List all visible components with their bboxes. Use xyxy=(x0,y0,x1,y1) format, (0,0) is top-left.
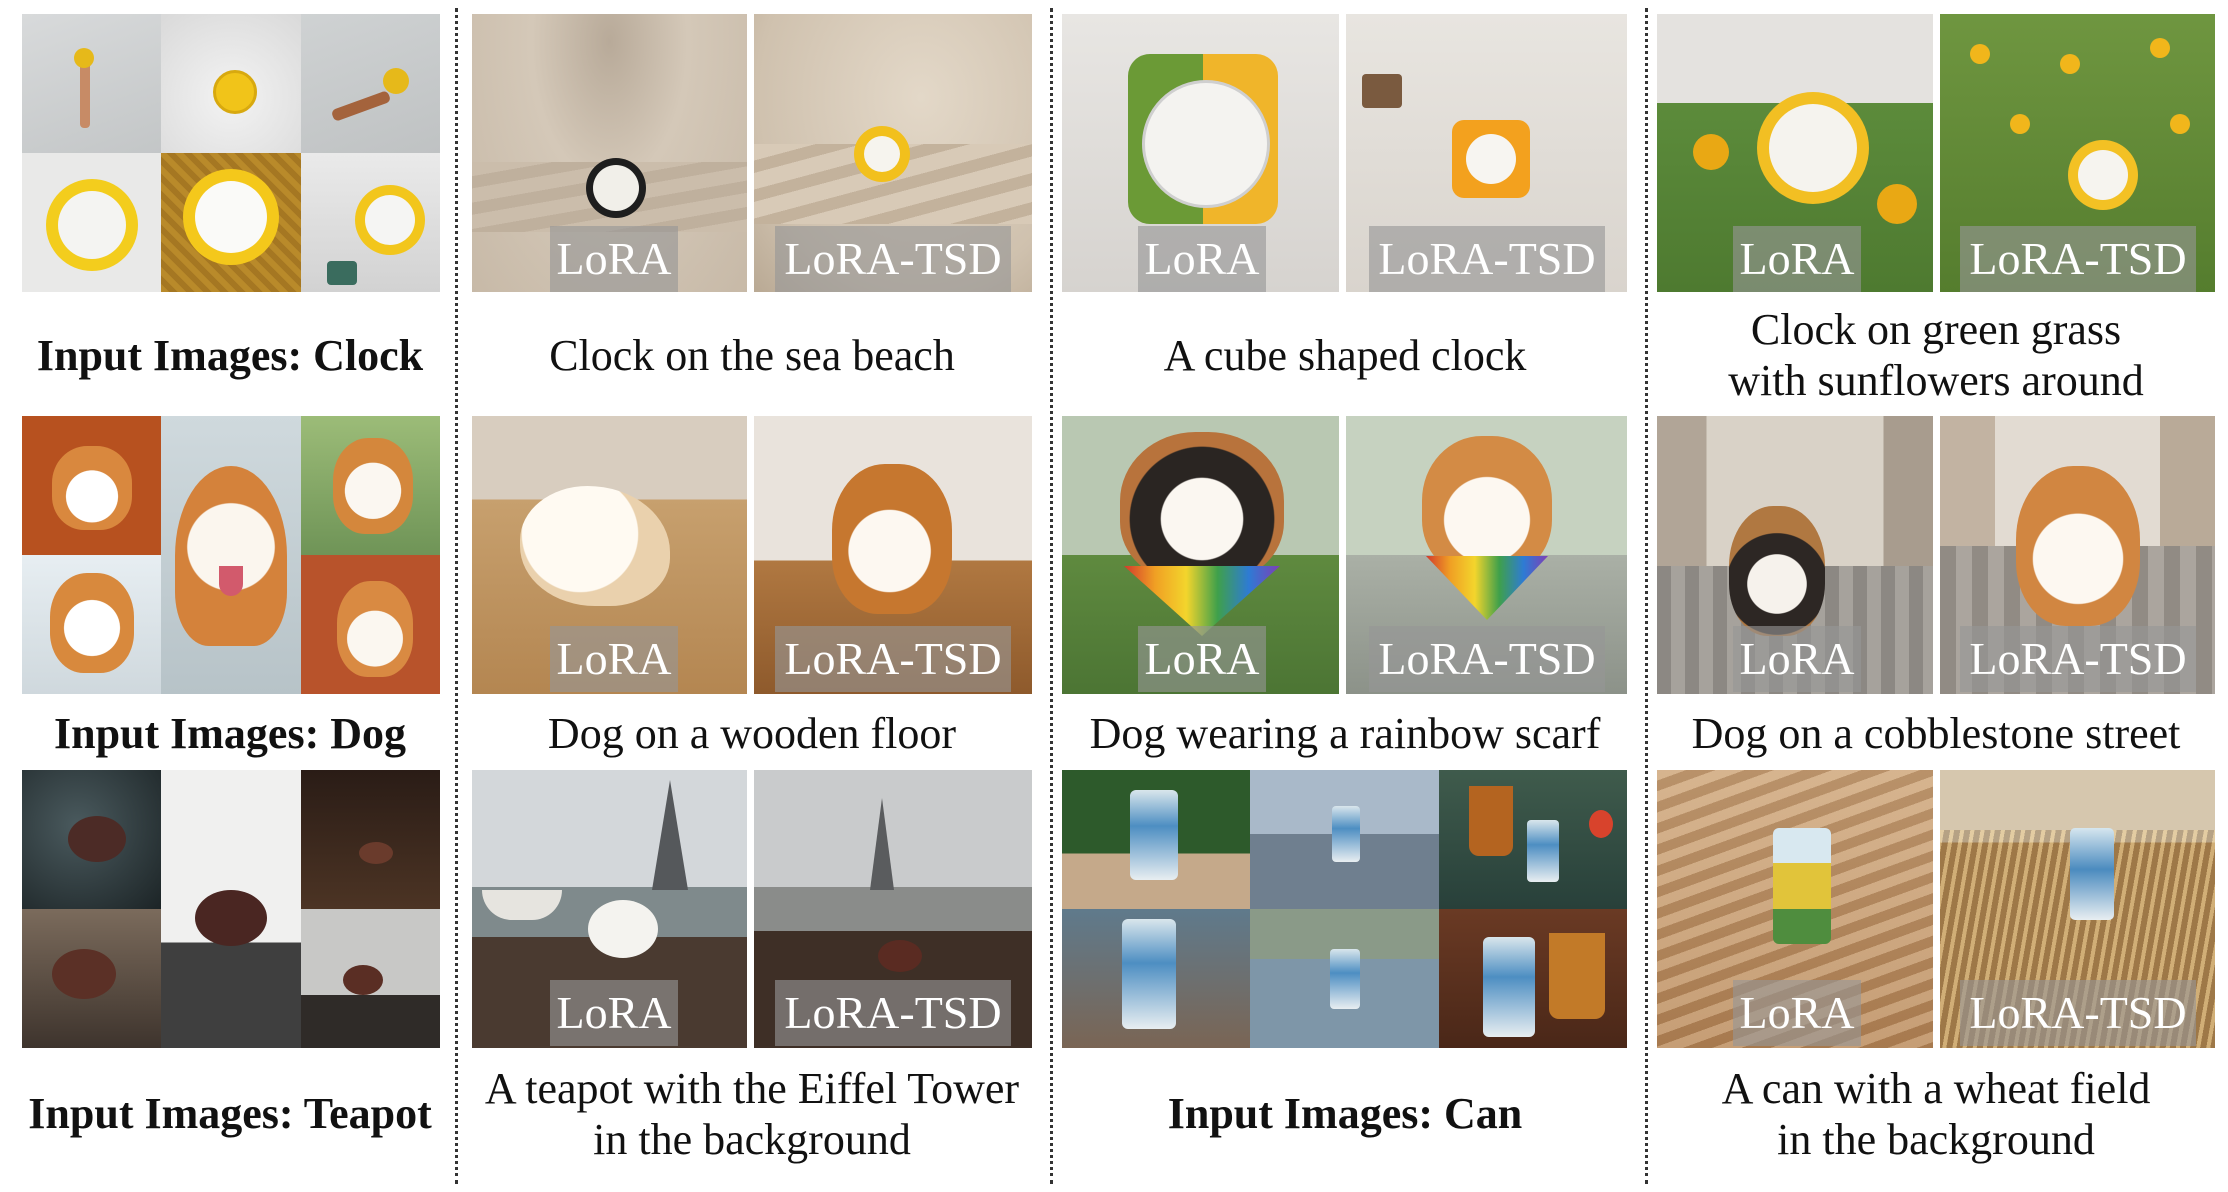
lora-badge: LoRA xyxy=(1733,226,1861,292)
lora-badge: LoRA xyxy=(1733,626,1861,692)
input-dog-2 xyxy=(161,416,301,694)
input-images-can-label: Input Images: Can xyxy=(1167,1089,1523,1138)
lora-badge: LoRA xyxy=(1733,980,1861,1046)
prompt-clock-grass: Clock on green grass with sunflowers aro… xyxy=(1728,305,2144,405)
input-images-teapot-label: Input Images: Teapot xyxy=(28,1089,432,1138)
input-can-1 xyxy=(1062,770,1250,909)
lora-dog-floor: LoRA xyxy=(472,416,747,694)
input-dog-1 xyxy=(22,416,161,555)
lora-tsd-can-wheat: LoRA-TSD xyxy=(1940,770,2215,1048)
column-separator-1 xyxy=(455,8,458,1184)
prompt-can-wheat: A can with a wheat field in the backgrou… xyxy=(1721,1064,2151,1164)
input-clock-6 xyxy=(301,153,440,292)
input-images-dog-label: Input Images: Dog xyxy=(53,709,407,758)
column-separator-2 xyxy=(1050,8,1053,1184)
input-images-dog-grid xyxy=(22,416,440,694)
lora-badge: LoRA xyxy=(1138,226,1266,292)
prompt-dog-floor: Dog on a wooden floor xyxy=(547,709,957,758)
lora-can-wheat: LoRA xyxy=(1657,770,1933,1048)
lora-tsd-badge: LoRA-TSD xyxy=(775,626,1011,692)
lora-tsd-badge: LoRA-TSD xyxy=(1960,226,2196,292)
input-teapot-4 xyxy=(22,909,161,1048)
lora-tsd-badge: LoRA-TSD xyxy=(1369,226,1605,292)
lora-tsd-clock-beach: LoRA-TSD xyxy=(754,14,1032,292)
prompt-dog-scarf: Dog wearing a rainbow scarf xyxy=(1089,709,1601,758)
lora-teapot-eiffel: LoRA xyxy=(472,770,747,1048)
lora-badge: LoRA xyxy=(550,226,678,292)
input-can-3 xyxy=(1439,770,1627,909)
input-clock-2 xyxy=(161,14,301,153)
input-can-6 xyxy=(1439,909,1627,1048)
column-separator-3 xyxy=(1645,8,1648,1184)
lora-dog-street: LoRA xyxy=(1657,416,1933,694)
prompt-teapot-eiffel: A teapot with the Eiffel Tower in the ba… xyxy=(484,1064,1020,1164)
lora-tsd-teapot-eiffel: LoRA-TSD xyxy=(754,770,1032,1048)
lora-tsd-clock-grass: LoRA-TSD xyxy=(1940,14,2215,292)
lora-badge: LoRA xyxy=(550,980,678,1046)
input-dog-5 xyxy=(301,555,440,694)
input-images-clock-grid xyxy=(22,14,440,292)
input-clock-4 xyxy=(22,153,161,292)
lora-tsd-badge: LoRA-TSD xyxy=(1960,626,2196,692)
prompt-clock-beach: Clock on the sea beach xyxy=(549,331,955,380)
lora-tsd-badge: LoRA-TSD xyxy=(775,226,1011,292)
lora-clock-beach: LoRA xyxy=(472,14,747,292)
input-can-2 xyxy=(1250,770,1439,909)
input-dog-3 xyxy=(301,416,440,555)
lora-badge: LoRA xyxy=(550,626,678,692)
lora-clock-grass: LoRA xyxy=(1657,14,1933,292)
lora-badge: LoRA xyxy=(1138,626,1266,692)
lora-tsd-badge: LoRA-TSD xyxy=(775,980,1011,1046)
input-clock-5 xyxy=(161,153,301,292)
input-teapot-1 xyxy=(22,770,161,909)
input-teapot-2 xyxy=(161,770,301,1048)
input-clock-3 xyxy=(301,14,440,153)
input-images-clock-label: Input Images: Clock xyxy=(36,331,424,380)
input-can-4 xyxy=(1062,909,1250,1048)
lora-dog-scarf: LoRA xyxy=(1062,416,1339,694)
input-clock-1 xyxy=(22,14,161,153)
input-can-5 xyxy=(1250,909,1439,1048)
input-teapot-3 xyxy=(301,770,440,909)
lora-tsd-badge: LoRA-TSD xyxy=(1369,626,1605,692)
prompt-dog-street: Dog on a cobblestone street xyxy=(1691,709,2181,758)
lora-tsd-clock-cube: LoRA-TSD xyxy=(1346,14,1627,292)
input-teapot-5 xyxy=(301,909,440,1048)
input-dog-4 xyxy=(22,555,161,694)
lora-clock-cube: LoRA xyxy=(1062,14,1339,292)
input-images-teapot-grid xyxy=(22,770,440,1048)
lora-tsd-badge: LoRA-TSD xyxy=(1960,980,2196,1046)
prompt-clock-cube: A cube shaped clock xyxy=(1163,331,1527,380)
input-images-can-grid xyxy=(1062,770,1627,1048)
lora-tsd-dog-floor: LoRA-TSD xyxy=(754,416,1032,694)
lora-tsd-dog-street: LoRA-TSD xyxy=(1940,416,2215,694)
lora-tsd-dog-scarf: LoRA-TSD xyxy=(1346,416,1627,694)
